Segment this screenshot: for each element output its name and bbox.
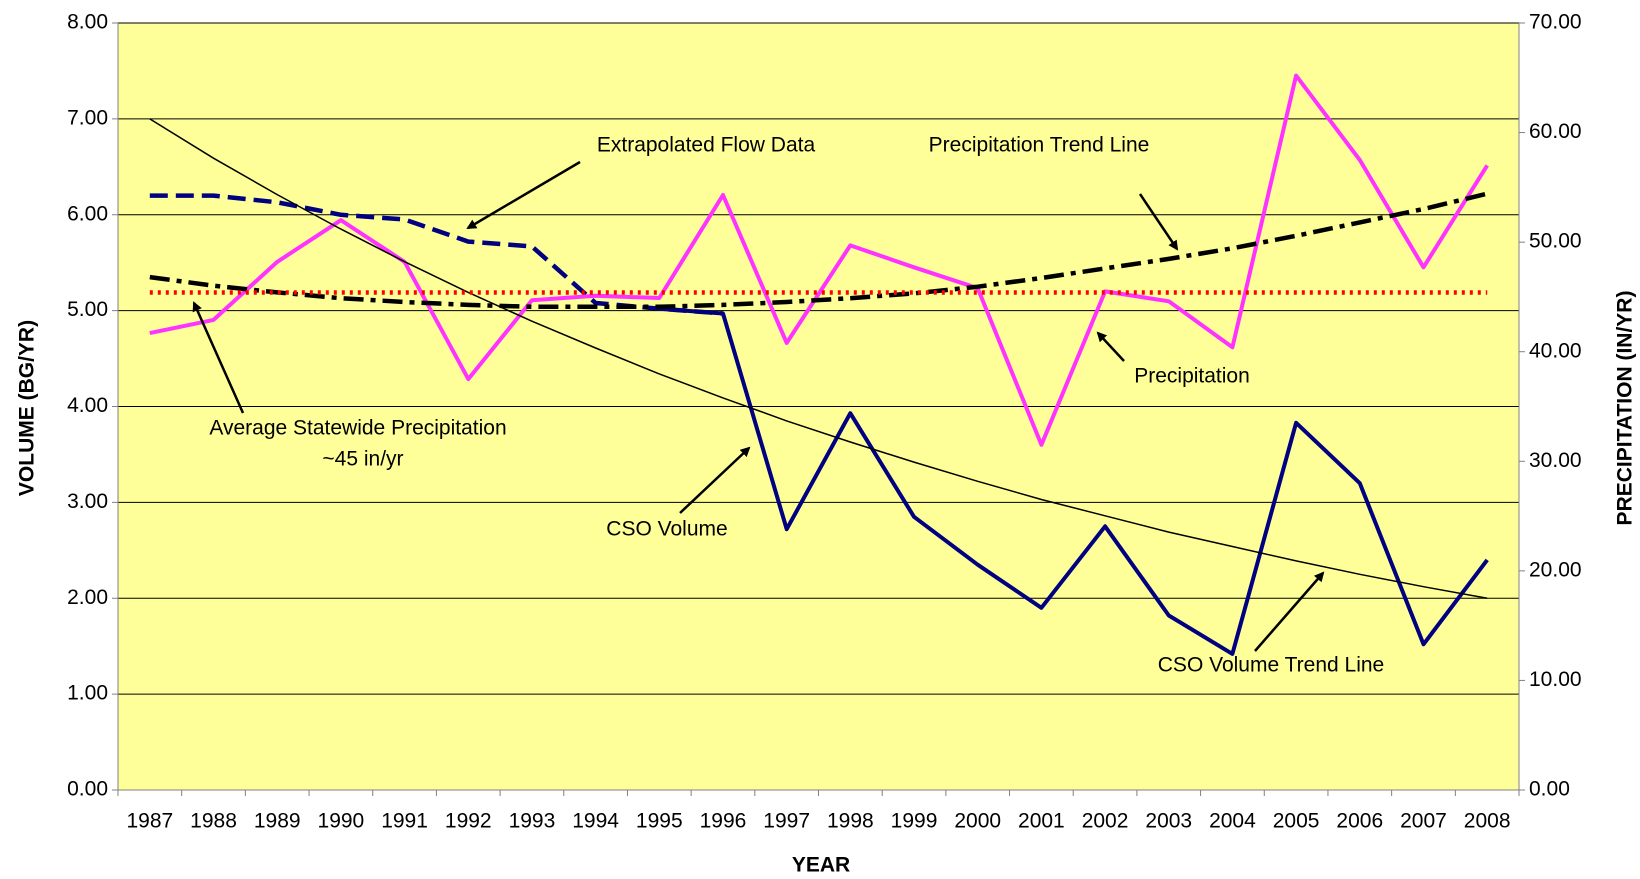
annotation-arrow <box>1254 571 1325 652</box>
y2-tick-label: 20.00 <box>1529 558 1582 581</box>
y-tick-label: 7.00 <box>67 106 108 129</box>
series-lines <box>149 73 1489 656</box>
x-tick-label: 1992 <box>445 810 492 833</box>
x-tick-label: 1994 <box>572 810 619 833</box>
x-tick-label: 2004 <box>1209 810 1256 833</box>
x-tick-label: 1995 <box>636 810 683 833</box>
annotations: Extrapolated Flow Data Precipitation Tren… <box>192 134 1384 677</box>
annotation: Precipitation Trend Line <box>929 134 1150 157</box>
annotation-arrow <box>1138 193 1179 251</box>
y-tick-label: 6.00 <box>67 202 108 225</box>
series-line <box>149 73 1489 447</box>
y-tick-label: 0.00 <box>67 778 108 801</box>
y2-tick-label: 70.00 <box>1529 11 1582 34</box>
annotation: CSO Volume <box>606 518 727 541</box>
y2-tick-label: 30.00 <box>1529 449 1582 472</box>
x-tick-label: 2001 <box>1018 810 1065 833</box>
x-tick-label: 2006 <box>1336 810 1383 833</box>
x-tick-label: 1990 <box>318 810 365 833</box>
x-tick-label: 2007 <box>1400 810 1447 833</box>
x-tick-label: 2000 <box>954 810 1001 833</box>
x-tick-label: 2003 <box>1145 810 1192 833</box>
annotation: Extrapolated Flow Data <box>597 134 816 157</box>
series-line <box>149 118 1488 600</box>
x-tick-label: 1991 <box>381 810 428 833</box>
x-tick-label: 1987 <box>126 810 173 833</box>
series-line <box>659 306 1489 656</box>
annotation-arrow <box>679 446 751 514</box>
x-tick-label: 1999 <box>891 810 938 833</box>
y2-tick-label: 50.00 <box>1529 230 1582 253</box>
x-tick-label: 1997 <box>763 810 810 833</box>
x-tick-label: 2005 <box>1273 810 1320 833</box>
y-tick-label: 3.00 <box>67 490 108 513</box>
y-tick-label: 5.00 <box>67 298 108 321</box>
x-tick-label: 1993 <box>509 810 556 833</box>
annotation: Average Statewide Precipitation <box>209 417 506 440</box>
x-tick-label: 1989 <box>254 810 301 833</box>
x-tick-label: 1988 <box>190 810 237 833</box>
x-tick-label: 1996 <box>700 810 747 833</box>
annotation: Precipitation <box>1134 365 1250 388</box>
y-axis-title: VOLUME (BG/YR) <box>16 320 39 496</box>
x-tick-label: 1998 <box>827 810 874 833</box>
series-line <box>149 191 1488 310</box>
y-tick-label: 4.00 <box>67 394 108 417</box>
grid: 0.00 1.00 2.00 3.00 4.00 5.00 6.00 7.00 8.00 0.00… <box>67 11 1581 833</box>
x-tick-label: 2008 <box>1464 810 1511 833</box>
y2-tick-label: 60.00 <box>1529 120 1582 143</box>
y-tick-label: 8.00 <box>67 11 108 34</box>
annotation-arrow <box>466 160 581 230</box>
y2-tick-label: 0.00 <box>1529 778 1570 801</box>
annotation-arrow <box>192 301 245 414</box>
y2-tick-label: 40.00 <box>1529 339 1582 362</box>
annotation: CSO Volume Trend Line <box>1158 654 1384 677</box>
x-axis-title: YEAR <box>792 854 850 877</box>
y2-tick-label: 10.00 <box>1529 668 1582 691</box>
annotation: ~45 in/yr <box>322 448 403 471</box>
y-tick-label: 2.00 <box>67 586 108 609</box>
y-tick-label: 1.00 <box>67 682 108 705</box>
y2-axis-title: PRECIPITATION (IN/YR) <box>1614 291 1637 526</box>
annotation-arrow <box>1096 331 1125 362</box>
x-tick-label: 2002 <box>1082 810 1129 833</box>
